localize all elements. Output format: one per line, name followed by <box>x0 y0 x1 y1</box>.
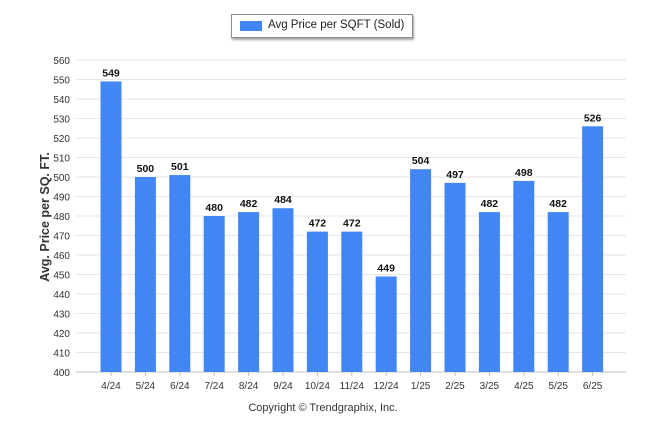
y-tick-label: 500 <box>53 173 70 184</box>
y-tick-label: 400 <box>53 368 70 379</box>
bar <box>169 175 191 372</box>
data-label: 482 <box>481 198 499 210</box>
x-tick-label: 5/25 <box>548 381 568 392</box>
data-label: 526 <box>584 112 602 124</box>
data-label: 504 <box>412 155 430 167</box>
data-label: 497 <box>446 169 464 181</box>
bar <box>238 212 260 372</box>
y-tick-label: 420 <box>53 329 70 340</box>
bar <box>513 180 535 372</box>
y-tick-label: 410 <box>53 349 70 360</box>
data-label: 449 <box>377 262 395 274</box>
data-label: 501 <box>171 161 189 173</box>
x-tick-label: 10/24 <box>305 381 330 392</box>
x-tick-label: 6/25 <box>583 381 603 392</box>
x-tick-label: 9/24 <box>273 381 293 392</box>
bar <box>410 169 432 372</box>
y-tick-label: 460 <box>53 251 70 262</box>
y-tick-label: 550 <box>53 76 70 87</box>
data-label: 549 <box>102 67 120 79</box>
y-tick-label: 510 <box>53 154 70 165</box>
copyright-text: Copyright © Trendgraphix, Inc. <box>248 402 398 414</box>
bar <box>478 212 500 372</box>
bar <box>582 126 604 372</box>
x-tick-label: 4/25 <box>514 381 534 392</box>
y-tick-label: 540 <box>53 95 70 106</box>
y-tick-label: 450 <box>53 271 70 282</box>
bar <box>134 177 156 372</box>
data-label: 484 <box>274 194 292 206</box>
y-tick-label: 440 <box>53 290 70 301</box>
x-tick-label: 3/25 <box>480 381 500 392</box>
x-tick-label: 11/24 <box>340 381 365 392</box>
y-tick-label: 490 <box>53 193 70 204</box>
y-tick-label: 480 <box>53 212 70 223</box>
bar <box>341 231 363 372</box>
x-tick-label: 4/24 <box>101 381 121 392</box>
y-tick-label: 530 <box>53 115 70 126</box>
legend-swatch <box>240 21 262 31</box>
x-tick-label: 12/24 <box>374 381 399 392</box>
y-tick-label: 560 <box>53 56 70 67</box>
data-label: 482 <box>549 198 567 210</box>
data-label: 480 <box>205 202 223 214</box>
data-label: 472 <box>309 218 327 230</box>
x-tick-label: 2/25 <box>445 381 465 392</box>
bar <box>444 182 466 372</box>
bar <box>203 216 225 372</box>
bar <box>547 212 569 372</box>
data-label: 498 <box>515 167 533 179</box>
y-tick-label: 470 <box>53 232 70 243</box>
x-tick-label: 5/24 <box>136 381 156 392</box>
data-label: 472 <box>343 218 361 230</box>
y-tick-label: 520 <box>53 134 70 145</box>
bar <box>100 81 122 372</box>
data-label: 482 <box>240 198 258 210</box>
x-tick-label: 1/25 <box>411 381 431 392</box>
y-tick-label: 430 <box>53 310 70 321</box>
bar <box>272 208 294 372</box>
x-tick-label: 7/24 <box>204 381 224 392</box>
x-tick-label: 6/24 <box>170 381 190 392</box>
data-label: 500 <box>137 163 155 175</box>
x-tick-label: 8/24 <box>239 381 259 392</box>
bar <box>375 276 397 372</box>
bar <box>306 231 328 372</box>
chart-legend: Avg Price per SQFT (Sold) <box>231 14 413 38</box>
legend-label: Avg Price per SQFT (Sold) <box>268 19 405 31</box>
